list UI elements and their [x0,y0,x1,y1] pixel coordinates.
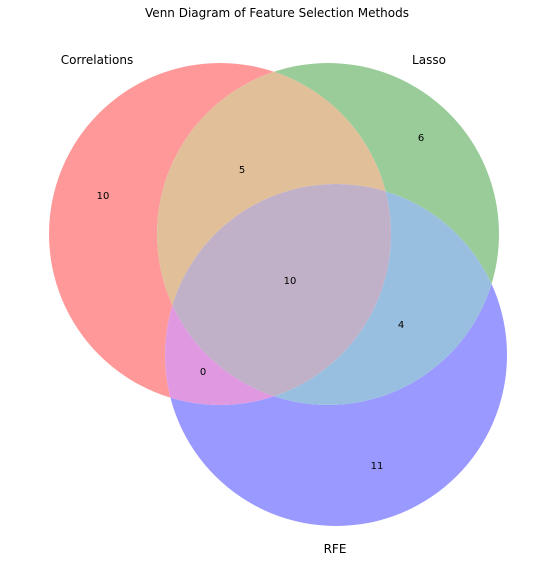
count-correlations-rfe: 0 [200,367,206,378]
count-lasso-rfe: 4 [398,320,404,331]
region-all-three [165,184,391,405]
count-correlations-lasso: 5 [239,165,245,176]
chart-title: Venn Diagram of Feature Selection Method… [145,6,409,20]
count-all-three: 10 [284,276,297,287]
count-correlations-only: 10 [97,191,110,202]
set-label-correlations: Correlations [61,53,133,67]
set-label-rfe: RFE [324,542,347,556]
count-lasso-only: 6 [418,133,424,144]
count-rfe-only: 11 [371,461,384,472]
set-label-lasso: Lasso [412,53,446,67]
